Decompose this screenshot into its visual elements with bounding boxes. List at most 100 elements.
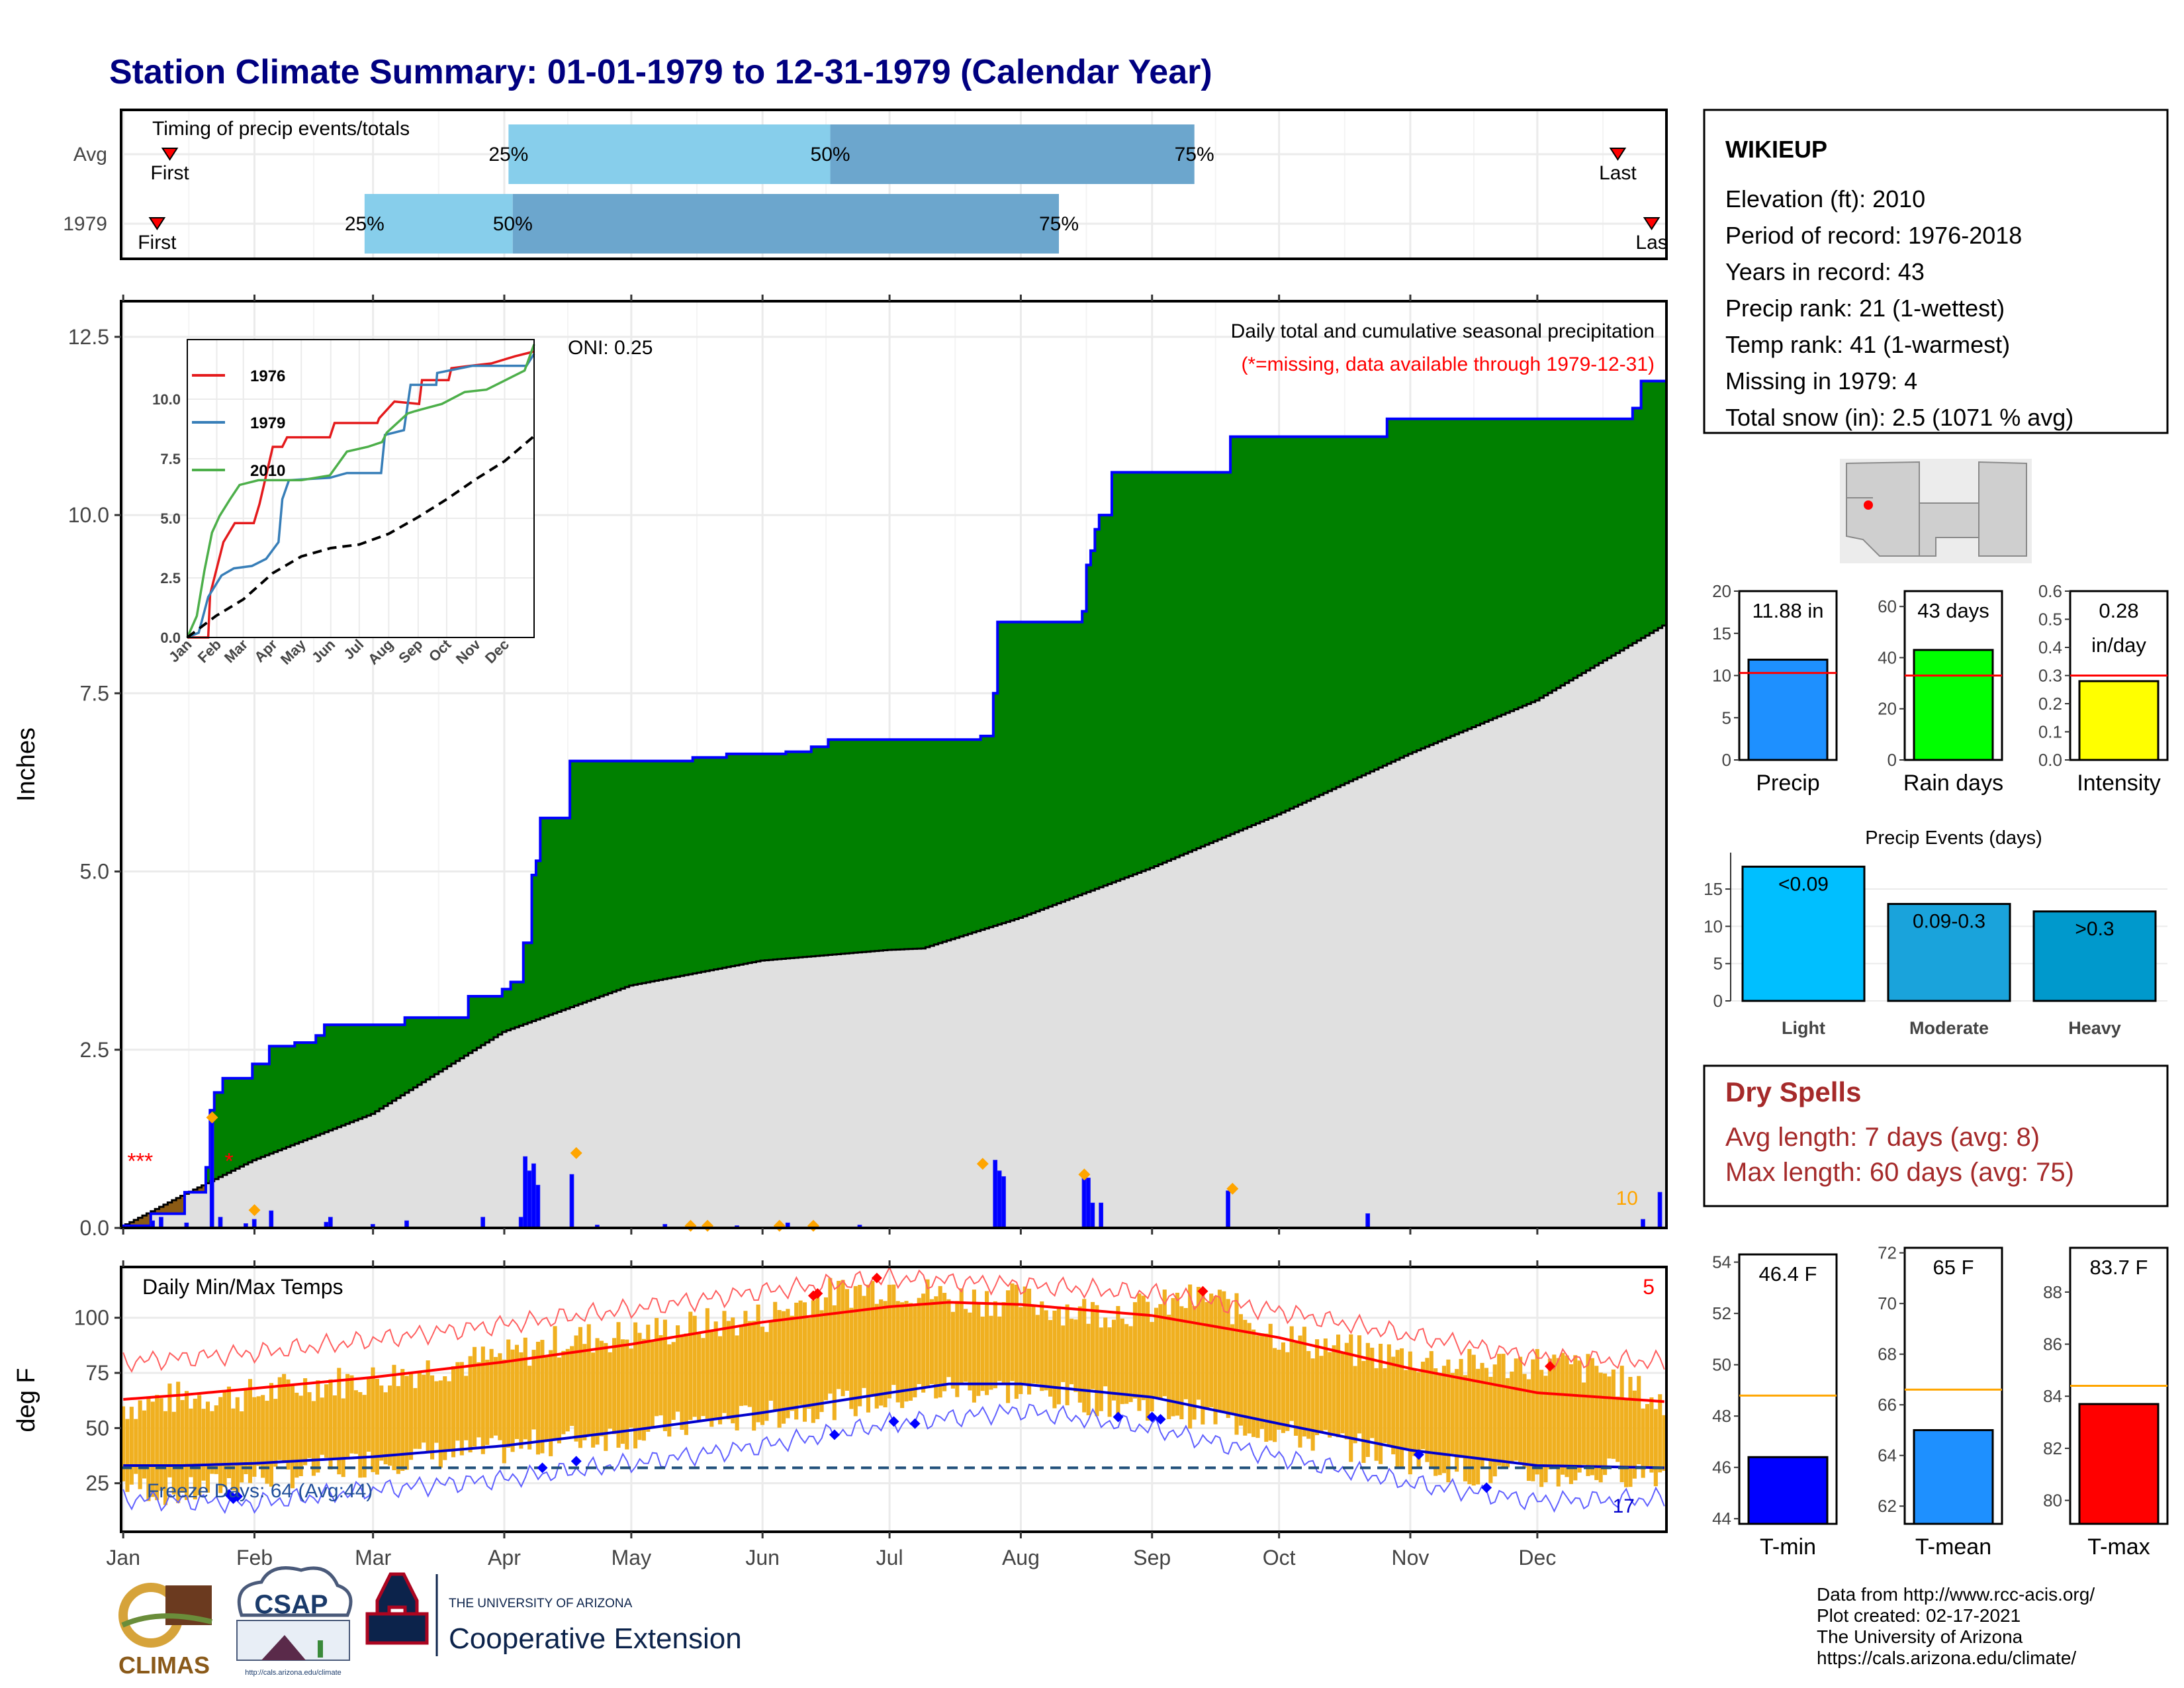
timing-row-1979-label: 1979 — [63, 213, 107, 235]
daily-temp-bar — [226, 1386, 232, 1478]
precip-subtitle: Daily total and cumulative seasonal prec… — [1231, 320, 1655, 342]
ua-block-a-base — [365, 1612, 429, 1645]
daily-temp-bar — [921, 1293, 926, 1393]
daily-temp-bar — [1141, 1295, 1146, 1401]
daily-temp-bar — [625, 1339, 629, 1450]
mini-y-tick-label: 44 — [1712, 1509, 1731, 1528]
daily-temp-bar — [1027, 1288, 1032, 1395]
daily-temp-bar — [189, 1408, 193, 1477]
precip-y-tick-label: 0.0 — [80, 1216, 109, 1240]
daily-temp-bar — [904, 1301, 909, 1402]
daily-temp-bar — [1408, 1351, 1412, 1475]
daily-temp-bar — [574, 1335, 578, 1442]
daily-temp-bar — [1455, 1369, 1459, 1472]
daily-temp-bar — [819, 1310, 824, 1413]
temp-y-axis: 25 50 75 100 — [74, 1306, 121, 1495]
daily-temp-bar — [1162, 1289, 1167, 1397]
daily-temp-bar — [1111, 1319, 1116, 1401]
snow-marker — [1078, 1168, 1091, 1181]
daily-temp-bar — [1001, 1302, 1006, 1384]
daily-temp-bar — [1077, 1306, 1082, 1403]
daily-temp-bar — [713, 1321, 718, 1420]
cold-day-marker — [1413, 1449, 1424, 1460]
hot-day-marker — [871, 1272, 882, 1284]
daily-temp-bar — [1319, 1356, 1324, 1432]
daily-temp-bar — [1040, 1301, 1044, 1391]
daily-temp-bar — [1446, 1359, 1451, 1483]
timing-row-avg-label: Avg — [73, 144, 107, 165]
daily-temp-bar — [1349, 1334, 1353, 1462]
timing-p50-label: 50% — [811, 144, 850, 165]
station-elevation: Elevation (ft): 2010 — [1725, 185, 1925, 212]
daily-temp-bar — [1107, 1327, 1112, 1417]
daily-temp-bar — [688, 1311, 693, 1421]
precip-events-title: Precip Events (days) — [1865, 827, 2042, 849]
timing-p75-label: 75% — [1175, 144, 1214, 165]
inset-series-line — [187, 350, 535, 639]
inset-x-tick-label: Sep — [395, 636, 426, 667]
missing-marker: * — [225, 1149, 234, 1174]
inset-series-line — [187, 353, 535, 639]
daily-temp-bar — [1497, 1354, 1502, 1466]
daily-temp-bar — [1416, 1372, 1421, 1467]
daily-temp-bar — [1441, 1366, 1447, 1474]
daily-temp-bar — [697, 1333, 702, 1421]
inset-frame — [187, 339, 535, 638]
daily-temp-bar — [709, 1329, 714, 1427]
daily-temp-bar — [553, 1326, 557, 1440]
daily-temp-bar — [701, 1338, 705, 1417]
daily-temp-bar — [676, 1325, 680, 1412]
daily-temp-bar — [235, 1397, 240, 1494]
daily-temp-bar — [244, 1389, 248, 1474]
daily-temp-bar — [604, 1342, 608, 1451]
daily-temp-bar — [858, 1284, 862, 1407]
daily-temp-bar — [531, 1350, 536, 1430]
daily-temp-bar — [976, 1302, 981, 1396]
cold-day-marker — [909, 1418, 921, 1429]
daily-temp-bar — [849, 1307, 854, 1409]
daily-precip-bar — [1001, 1176, 1006, 1229]
cold-day-marker — [829, 1429, 840, 1440]
daily-precip-bar — [1081, 1176, 1087, 1229]
daily-temp-bar — [874, 1303, 879, 1409]
mini-y-tick-label: 86 — [2043, 1335, 2062, 1354]
daily-temp-bar — [616, 1322, 621, 1448]
daily-temp-bar — [1255, 1335, 1260, 1438]
inset-series-line — [186, 344, 535, 638]
events-y-tick-label: 0 — [1713, 991, 1723, 1011]
daily-temp-bar — [1615, 1396, 1620, 1462]
daily-temp-bar — [535, 1341, 541, 1455]
temp-frame — [120, 1266, 1668, 1533]
events-bar — [1741, 865, 1866, 1002]
daily-temp-bar — [1171, 1297, 1175, 1417]
temp-y-tick-label: 25 — [85, 1472, 109, 1495]
mini-y-tick-label: 0.1 — [2038, 722, 2062, 742]
daily-temp-bar — [388, 1385, 392, 1466]
daily-temp-bar — [1179, 1306, 1184, 1420]
daily-temp-bar — [205, 1401, 210, 1493]
daily-temp-bar — [320, 1397, 324, 1455]
dry-spells-frame — [1703, 1064, 2169, 1207]
daily-temp-bar — [1480, 1362, 1484, 1469]
daily-temp-bar — [1061, 1325, 1066, 1382]
temp-title: Daily Min/Max Temps — [142, 1275, 343, 1299]
mini-y-tick-label: 80 — [2043, 1491, 2062, 1511]
daily-temp-bar — [747, 1321, 752, 1407]
daily-temp-bar — [989, 1315, 993, 1390]
daily-temp-bar — [1209, 1293, 1214, 1407]
temp-panel: 25 50 75 100 deg F Daily Min/Max Temps 5 Fr… — [13, 1260, 1668, 1570]
temp-plot — [121, 1266, 1666, 1515]
csap-wordmark: CSAP — [254, 1590, 328, 1619]
daily-temp-bar — [705, 1308, 709, 1419]
timing-bar-q1 — [364, 194, 513, 254]
daily-temp-bar — [197, 1395, 202, 1495]
snow-marker — [976, 1158, 989, 1170]
daily-temp-bar — [1010, 1283, 1015, 1382]
daily-temp-bar — [1552, 1354, 1557, 1468]
daily-temp-bar — [171, 1411, 176, 1495]
daily-precip-bar — [159, 1217, 163, 1229]
daily-temp-bar — [1582, 1382, 1586, 1465]
daily-temp-bar — [248, 1379, 252, 1483]
daily-precip-bar — [1090, 1202, 1095, 1229]
